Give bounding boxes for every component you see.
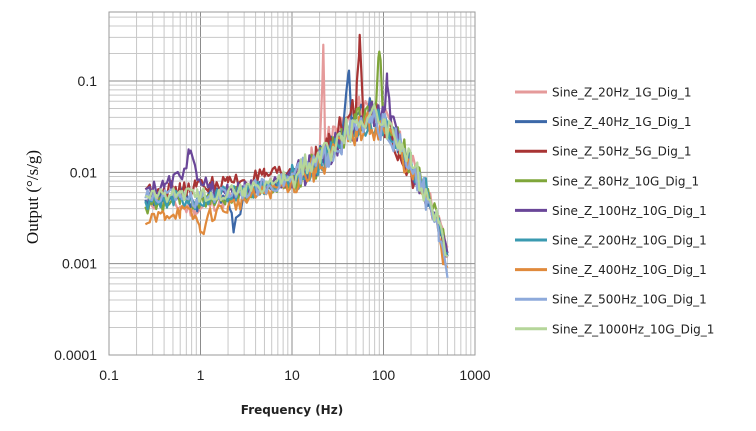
legend-label: Sine_Z_50Hz_5G_Dig_1: [552, 145, 692, 159]
legend-label: Sine_Z_20Hz_1G_Dig_1: [552, 86, 692, 100]
series-lines: [144, 33, 449, 278]
y-axis-title: Output (°/s/g): [23, 150, 42, 244]
y-tick-label: 0.0001: [54, 347, 97, 363]
legend-label: Sine_Z_80Hz_10G_Dig_1: [552, 174, 699, 188]
x-tick-label: 100: [372, 367, 396, 383]
legend-label: Sine_Z_1000Hz_10G_Dig_1: [552, 322, 714, 336]
x-tick-label: 1: [197, 367, 205, 383]
plot-area-frame: [108, 11, 476, 356]
y-tick-label: 0.1: [78, 73, 98, 89]
x-axis-title: Frequency (Hz): [241, 403, 343, 417]
tick-labels: 0.1 1 10 100 1000 0.0001 0.001 0.01 0.1: [54, 73, 491, 383]
x-tick-label: 1000: [459, 367, 490, 383]
x-tick-label: 10: [284, 367, 300, 383]
legend-label: Sine_Z_400Hz_10G_Dig_1: [552, 263, 707, 277]
legend-label: Sine_Z_200Hz_10G_Dig_1: [552, 234, 707, 248]
y-tick-label: 0.001: [62, 256, 97, 272]
y-tick-label: 0.01: [70, 164, 97, 180]
legend-label: Sine_Z_40Hz_1G_Dig_1: [552, 115, 692, 129]
legend-label: Sine_Z_100Hz_10G_Dig_1: [552, 204, 707, 218]
x-tick-label: 0.1: [99, 367, 119, 383]
series-line: [145, 103, 449, 258]
legend-label: Sine_Z_500Hz_10G_Dig_1: [552, 293, 707, 307]
legend: Sine_Z_20Hz_1G_Dig_1 Sine_Z_40Hz_1G_Dig_1…: [515, 86, 714, 336]
